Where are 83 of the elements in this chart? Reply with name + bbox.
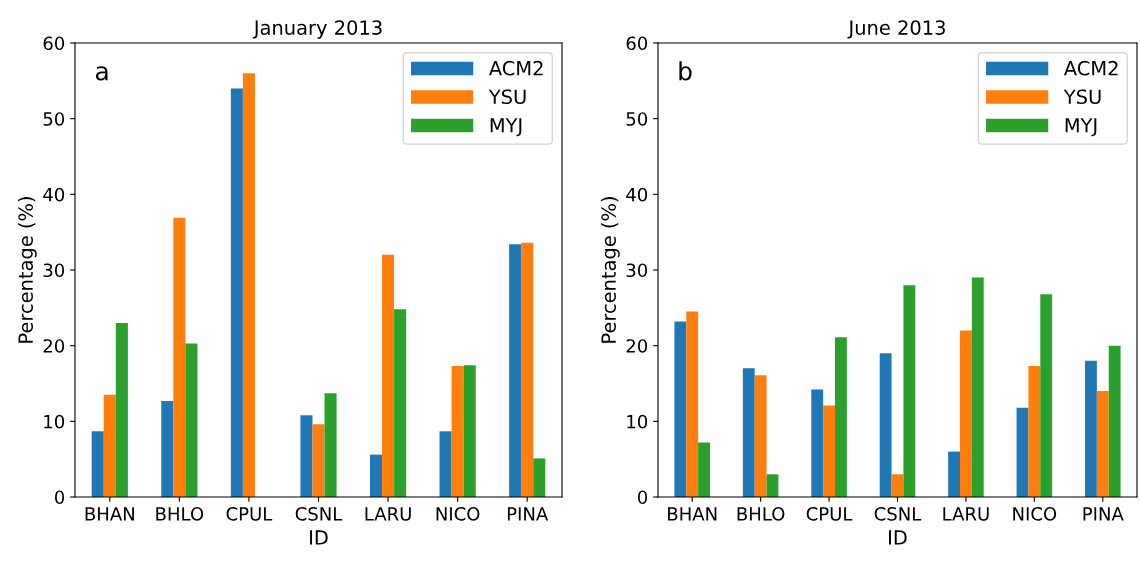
- bar: [686, 311, 699, 497]
- y-tick-label: 10: [627, 414, 648, 429]
- y-tick-label: 40: [43, 187, 65, 202]
- chart-title: January 2013: [252, 20, 382, 39]
- bar: [394, 309, 407, 497]
- x-tick-label: NICO: [436, 507, 480, 521]
- x-tick-label: CSNL: [874, 507, 922, 521]
- bar: [533, 458, 546, 497]
- bar: [173, 217, 186, 497]
- bar: [1108, 345, 1121, 497]
- annotation: a: [95, 66, 108, 81]
- legend-label: YSU: [488, 89, 526, 105]
- legend-label: ACM2: [1063, 60, 1118, 76]
- bar: [230, 88, 243, 497]
- bar: [521, 242, 534, 497]
- bar: [439, 431, 452, 497]
- legend-label: MYJ: [490, 118, 522, 137]
- bar: [1040, 294, 1053, 497]
- x-tick-label: LARU: [365, 507, 411, 521]
- x-tick-label: BHLO: [737, 507, 785, 521]
- y-tick-label: 30: [626, 263, 648, 278]
- legend-label: YSU: [1063, 89, 1101, 105]
- y-tick-label: 50: [43, 112, 65, 126]
- y-tick-label: 40: [626, 187, 648, 202]
- x-tick-label: BHAN: [668, 507, 717, 521]
- x-tick-label: PINA: [1083, 507, 1124, 521]
- bar: [242, 73, 255, 497]
- bar: [971, 277, 984, 497]
- x-axis-title: ID: [889, 530, 907, 545]
- bar: [103, 394, 116, 497]
- bar: [369, 454, 383, 497]
- bar: [1096, 391, 1109, 497]
- bar: [674, 321, 687, 497]
- bar: [742, 368, 755, 497]
- chart-title: June 2013: [847, 20, 945, 39]
- bar: [1016, 407, 1029, 497]
- bar: [115, 322, 128, 497]
- bar: [960, 330, 972, 497]
- bar: [324, 393, 337, 497]
- y-tick-label: 0: [54, 490, 65, 505]
- bar: [300, 415, 313, 497]
- annotation: b: [679, 61, 692, 81]
- x-tick-label: CPUL: [226, 507, 273, 521]
- bar: [509, 244, 522, 497]
- bar: [698, 442, 711, 497]
- bar: [835, 337, 847, 497]
- bar: [463, 365, 476, 497]
- x-axis-title: ID: [310, 530, 328, 545]
- y-tick-label: 20: [626, 339, 648, 353]
- bar: [903, 285, 916, 497]
- bar: [451, 366, 464, 497]
- bar: [1028, 366, 1041, 497]
- y-tick-label: 60: [43, 36, 65, 51]
- bar: [185, 343, 198, 497]
- y-tick-label: 30: [43, 263, 65, 278]
- legend-label: MYJ: [1065, 118, 1097, 137]
- bar: [766, 474, 779, 497]
- bar: [91, 431, 104, 497]
- y-tick-label: 10: [44, 414, 65, 429]
- bar: [948, 451, 960, 497]
- bar: [754, 375, 767, 497]
- x-tick-label: BHLO: [156, 507, 204, 521]
- y-tick-label: 60: [626, 36, 648, 51]
- x-tick-label: CSNL: [295, 507, 343, 521]
- x-tick-label: PINA: [507, 507, 549, 521]
- y-axis-title: Percentage (%): [17, 197, 37, 343]
- bar: [382, 254, 395, 497]
- bar: [161, 400, 174, 497]
- bar: [312, 424, 325, 497]
- y-tick-label: 0: [637, 490, 648, 505]
- x-tick-label: LARU: [943, 507, 989, 521]
- x-tick-label: BHAN: [85, 507, 134, 521]
- bar: [811, 389, 824, 497]
- bar: [1084, 360, 1097, 497]
- y-tick-label: 50: [626, 112, 648, 126]
- bar: [879, 353, 892, 497]
- bar: [823, 405, 835, 497]
- x-tick-label: CPUL: [806, 507, 853, 521]
- y-axis-title: Percentage (%): [600, 197, 620, 343]
- x-tick-label: NICO: [1013, 507, 1057, 521]
- legend-label: ACM2: [488, 60, 543, 76]
- y-tick-label: 20: [43, 339, 65, 353]
- bar: [891, 474, 904, 497]
